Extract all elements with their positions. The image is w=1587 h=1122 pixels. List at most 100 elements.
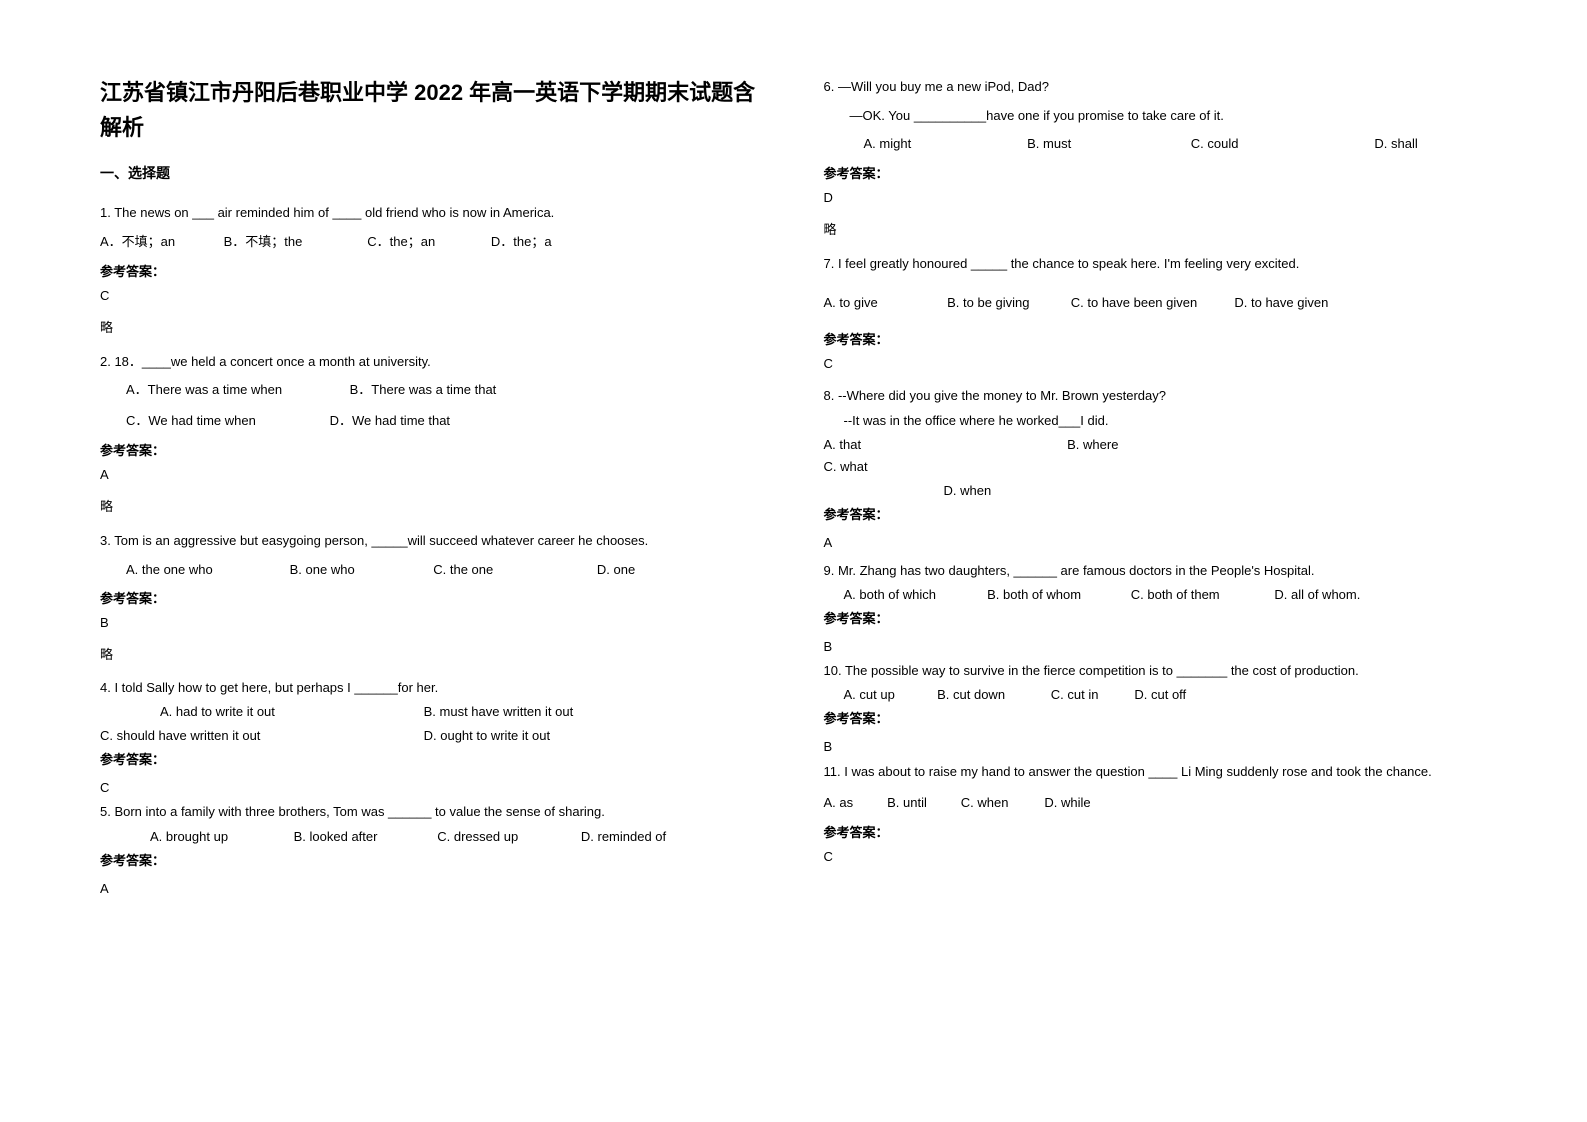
q4-options-row1: A. had to write it out B. must have writ… [100,701,764,723]
q7-stem: 7. I feel greatly honoured _____ the cha… [824,252,1488,277]
q5-options: A. brought up B. looked after C. dressed… [100,826,764,848]
q1-note: 略 [100,317,764,336]
q8-opt-b: B. where [1067,434,1447,456]
q10-answer-label: 参考答案： [824,708,1488,727]
q10-opt-d: D. cut off [1134,684,1186,706]
q4-opt-b: B. must have written it out [424,701,574,723]
q6-opt-a: A. might [864,132,1024,157]
q2-opt-b: B．There was a time that [350,378,497,403]
q5-opt-d: D. reminded of [581,826,666,848]
q11-opt-d: D. while [1044,791,1090,816]
q1-options: A．不填；an B．不填；the C．the；an D．the；a [100,230,764,255]
q9-answer: B [824,639,1488,654]
q11-opt-a: A. as [824,791,884,816]
q9-options: A. both of which B. both of whom C. both… [824,584,1488,606]
q8-opt-d: D. when [944,480,992,502]
q3-note: 略 [100,644,764,663]
q7-opt-a: A. to give [824,291,944,316]
q4-stem: 4. I told Sally how to get here, but per… [100,677,764,699]
q8-options-row2: D. when [824,480,1488,502]
q1-stem: 1. The news on ___ air reminded him of _… [100,201,764,226]
q11-stem: 11. I was about to raise my hand to answ… [824,760,1488,785]
q8-opt-a: A. that [824,434,1064,456]
q4-opt-a: A. had to write it out [100,701,420,723]
q5-answer: A [100,881,764,896]
q2-opt-c: C．We had time when [126,409,326,434]
q2-note: 略 [100,496,764,515]
q5-opt-a: A. brought up [150,826,290,848]
q10-opt-b: B. cut down [937,684,1047,706]
q3-opt-d: D. one [597,558,635,583]
left-column: 江苏省镇江市丹阳后巷职业中学 2022 年高一英语下学期期末试题含解析 一、选择… [90,75,794,1082]
q11-options: A. as B. until C. when D. while [824,791,1488,816]
q7-opt-d: D. to have given [1234,291,1328,316]
q4-answer: C [100,780,764,795]
q3-answer: B [100,615,764,630]
q9-answer-label: 参考答案： [824,608,1488,627]
q2-opt-a: A．There was a time when [126,378,346,403]
q5-answer-label: 参考答案： [100,850,764,869]
q6-options: A. might B. must C. could D. shall [824,132,1488,157]
q7-opt-c: C. to have been given [1071,291,1231,316]
q3-answer-label: 参考答案： [100,588,764,607]
q10-opt-a: A. cut up [844,684,934,706]
q6-stem1: 6. —Will you buy me a new iPod, Dad? [824,75,1488,100]
q9-opt-b: B. both of whom [987,584,1127,606]
exam-page: 江苏省镇江市丹阳后巷职业中学 2022 年高一英语下学期期末试题含解析 一、选择… [0,0,1587,1122]
q8-stem2: --It was in the office where he worked__… [824,410,1488,432]
right-column: 6. —Will you buy me a new iPod, Dad? —OK… [794,75,1498,1082]
q7-options: A. to give B. to be giving C. to have be… [824,291,1488,316]
q1-answer: C [100,288,764,303]
q8-stem1: 8. --Where did you give the money to Mr.… [824,385,1488,407]
q2-options-row1: A．There was a time when B．There was a ti… [100,378,764,403]
q4-opt-c: C. should have written it out [100,725,420,747]
q2-stem: 2. 18．____we held a concert once a month… [100,350,764,375]
q10-answer: B [824,739,1488,754]
q1-opt-d: D．the；a [491,230,552,255]
q4-answer-label: 参考答案： [100,749,764,768]
q5-stem: 5. Born into a family with three brother… [100,801,764,823]
q7-answer: C [824,356,1488,371]
q6-opt-c: C. could [1191,132,1371,157]
q9-stem: 9. Mr. Zhang has two daughters, ______ a… [824,560,1488,582]
q6-answer: D [824,190,1488,205]
q2-options-row2: C．We had time when D．We had time that [100,409,764,434]
q4-options-row2: C. should have written it out D. ought t… [100,725,764,747]
q11-opt-b: B. until [887,791,957,816]
q8-answer: A [824,535,1488,550]
q1-opt-b: B．不填；the [224,230,364,255]
doc-title: 江苏省镇江市丹阳后巷职业中学 2022 年高一英语下学期期末试题含解析 [100,75,764,145]
q6-note: 略 [824,219,1488,238]
q5-opt-c: C. dressed up [437,826,577,848]
q2-answer-label: 参考答案： [100,440,764,459]
q10-options: A. cut up B. cut down C. cut in D. cut o… [824,684,1488,706]
q11-answer-label: 参考答案： [824,822,1488,841]
q5-opt-b: B. looked after [294,826,434,848]
q6-opt-d: D. shall [1374,132,1417,157]
q4-opt-d: D. ought to write it out [424,725,550,747]
q1-opt-a: A．不填；an [100,230,220,255]
q11-answer: C [824,849,1488,864]
q3-options: A. the one who B. one who C. the one D. … [100,558,764,583]
q6-answer-label: 参考答案： [824,163,1488,182]
q10-opt-c: C. cut in [1051,684,1131,706]
q1-opt-c: C．the；an [367,230,487,255]
q3-stem: 3. Tom is an aggressive but easygoing pe… [100,529,764,554]
q9-opt-a: A. both of which [844,584,984,606]
q3-opt-c: C. the one [433,558,593,583]
q7-opt-b: B. to be giving [947,291,1067,316]
q3-opt-b: B. one who [290,558,430,583]
q9-opt-c: C. both of them [1131,584,1271,606]
q9-opt-d: D. all of whom. [1274,584,1360,606]
section-1-heading: 一、选择题 [100,163,764,183]
q11-opt-c: C. when [961,791,1041,816]
q3-opt-a: A. the one who [126,558,286,583]
q8-options-row1: A. that B. where C. what [824,434,1488,478]
q7-answer-label: 参考答案： [824,329,1488,348]
q6-opt-b: B. must [1027,132,1187,157]
q2-opt-d: D．We had time that [330,409,450,434]
q1-answer-label: 参考答案： [100,261,764,280]
q8-answer-label: 参考答案： [824,504,1488,523]
q2-answer: A [100,467,764,482]
q6-stem2: —OK. You __________have one if you promi… [824,104,1488,129]
